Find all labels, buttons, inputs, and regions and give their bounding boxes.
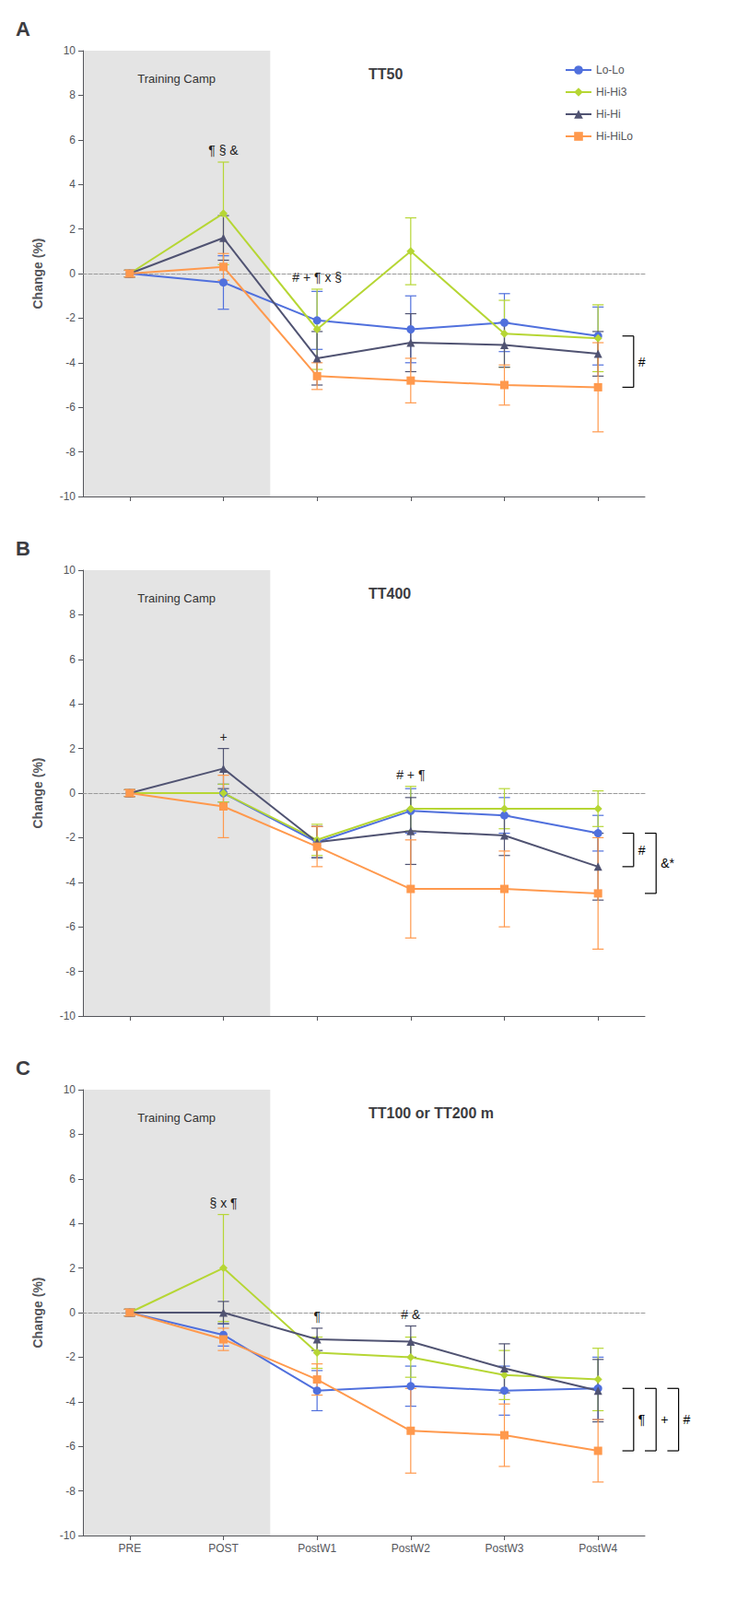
svg-text:PostW2: PostW2 [391, 1542, 431, 1556]
svg-text:-4: -4 [65, 356, 76, 370]
svg-text:4: 4 [69, 177, 76, 191]
svg-text:6: 6 [69, 1172, 76, 1186]
svg-text:Training Camp: Training Camp [137, 71, 216, 86]
svg-text:Hi-Hi3: Hi-Hi3 [596, 85, 628, 99]
svg-text:-2: -2 [65, 830, 76, 844]
svg-text:Lo-Lo: Lo-Lo [596, 63, 625, 77]
svg-text:-10: -10 [59, 490, 77, 504]
svg-text:-10: -10 [59, 1529, 77, 1543]
svg-text:2: 2 [69, 742, 76, 756]
svg-text:4: 4 [69, 1216, 76, 1230]
svg-text:10: 10 [63, 563, 77, 577]
svg-text:Hi-HiLo: Hi-HiLo [596, 129, 633, 143]
svg-text:-6: -6 [65, 1439, 76, 1453]
svg-text:Change (%): Change (%) [30, 758, 46, 830]
svg-text:# + ¶ x §: # + ¶ x § [292, 269, 342, 285]
svg-text:4: 4 [69, 697, 76, 711]
svg-text:Hi-Hi: Hi-Hi [596, 107, 621, 121]
svg-text:TT50: TT50 [368, 66, 403, 82]
svg-text:8: 8 [69, 88, 76, 102]
svg-text:PRE: PRE [117, 1542, 141, 1556]
svg-text:&*: &* [660, 855, 675, 871]
svg-text:-10: -10 [59, 1009, 77, 1023]
svg-text:PostW4: PostW4 [578, 1542, 618, 1556]
svg-text:0: 0 [69, 267, 76, 281]
svg-text:+: + [219, 729, 227, 745]
svg-text:# &: # & [400, 1307, 422, 1322]
svg-text:#: # [638, 842, 646, 858]
svg-text:2: 2 [69, 222, 76, 236]
svg-text:#: # [683, 1412, 691, 1428]
svg-text:TT100 or TT200 m: TT100 or TT200 m [368, 1105, 494, 1122]
svg-text:2: 2 [69, 1262, 76, 1276]
svg-text:8: 8 [69, 1127, 76, 1141]
svg-text:TT400: TT400 [368, 585, 411, 602]
svg-text:6: 6 [69, 653, 76, 667]
svg-text:-8: -8 [65, 445, 76, 459]
svg-text:-8: -8 [65, 965, 76, 979]
svg-text:10: 10 [63, 1083, 77, 1097]
svg-text:-2: -2 [65, 1350, 76, 1364]
svg-text:PostW1: PostW1 [297, 1542, 337, 1556]
svg-text:6: 6 [69, 133, 76, 147]
svg-text:10: 10 [63, 44, 77, 58]
svg-text:¶: ¶ [313, 1309, 321, 1324]
svg-text:# + ¶: # + ¶ [396, 767, 425, 783]
svg-text:-6: -6 [65, 920, 76, 934]
svg-text:+: + [660, 1412, 668, 1428]
svg-text:0: 0 [69, 786, 76, 800]
svg-text:-4: -4 [65, 1395, 76, 1409]
svg-text:¶ § &: ¶ § & [208, 142, 239, 158]
svg-text:C: C [15, 1056, 31, 1080]
svg-text:-2: -2 [65, 311, 76, 325]
svg-text:8: 8 [69, 608, 76, 621]
svg-text:§ x ¶: § x ¶ [209, 1195, 237, 1211]
svg-text:Training Camp: Training Camp [137, 1111, 216, 1125]
svg-text:¶: ¶ [638, 1412, 646, 1428]
svg-text:-6: -6 [65, 400, 76, 414]
svg-text:#: # [638, 354, 646, 370]
svg-text:-8: -8 [65, 1485, 76, 1498]
svg-text:POST: POST [208, 1542, 239, 1556]
svg-text:PostW3: PostW3 [484, 1542, 524, 1556]
svg-text:Change (%): Change (%) [30, 1277, 46, 1349]
svg-text:Change (%): Change (%) [30, 238, 46, 310]
svg-text:0: 0 [69, 1306, 76, 1320]
svg-text:-4: -4 [65, 876, 76, 890]
svg-text:B: B [15, 537, 31, 561]
svg-text:Training Camp: Training Camp [137, 591, 216, 606]
svg-text:A: A [15, 17, 31, 41]
